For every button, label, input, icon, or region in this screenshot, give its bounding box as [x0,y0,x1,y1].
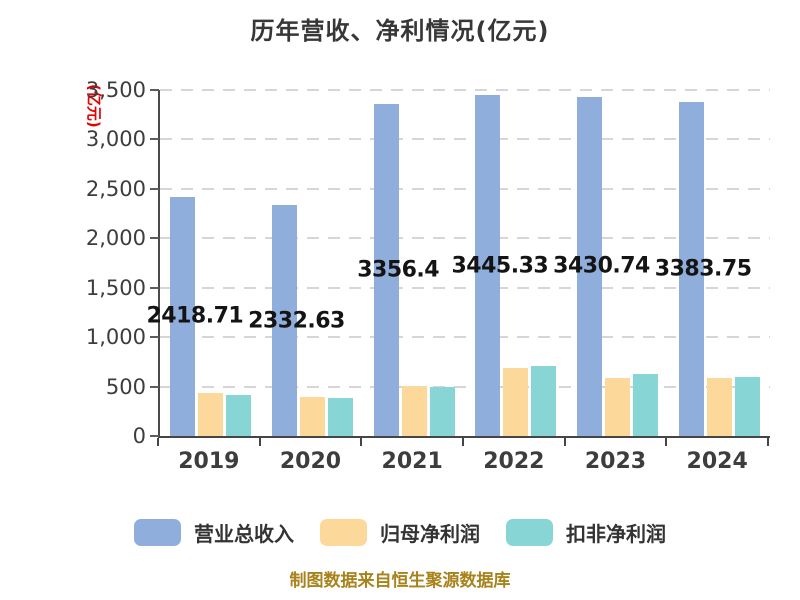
y-axis-tick [150,336,159,339]
y-axis-tick [150,187,159,190]
bar-归母净利润 [503,367,529,436]
bar-value-label: 3383.75 [654,256,752,282]
bar-营业总收入 [170,196,196,436]
bar-扣非净利润 [734,376,760,436]
bar-扣非净利润 [327,397,353,436]
x-axis-label: 2024 [686,449,748,474]
x-axis-tick [157,438,159,446]
gridline [160,89,770,91]
y-axis-tick [150,286,159,289]
gridline [160,385,770,388]
bar-扣非净利润 [429,386,455,436]
bar-归母净利润 [401,386,427,436]
bar-value-label: 3430.74 [553,253,650,279]
y-axis-tick-label: 1,500 [85,275,146,300]
bar-归母净利润 [198,393,224,436]
y-axis-tick [150,237,159,240]
x-axis-tick [665,438,668,446]
bar-营业总收入 [475,95,501,436]
bar-扣非净利润 [531,366,557,436]
bar-value-label: 2418.71 [146,303,244,329]
y-axis-tick-label: 1,000 [85,325,146,350]
legend-swatch [134,519,181,546]
plot-area [158,89,770,438]
legend-swatch [320,519,367,546]
y-axis-tick-label: 0 [132,424,146,448]
bar-归母净利润 [706,378,732,436]
legend-label: 归母净利润 [380,522,480,546]
bar-group-2019 [160,90,262,436]
bar-value-label: 3445.33 [451,253,549,279]
legend-item-归母净利润: 归母净利润 [320,518,480,547]
gridline [160,286,770,289]
y-axis-tick-label: 500 [105,374,146,399]
y-axis-tick-label: 3,500 [85,78,146,102]
bar-营业总收入 [576,96,602,436]
bar-营业总收入 [271,205,297,436]
y-axis-tick-label: 2,000 [85,226,146,251]
x-axis-label: 2019 [178,449,240,474]
bar-归母净利润 [299,397,325,436]
legend-item-扣非净利润: 扣非净利润 [506,518,666,547]
y-axis-tick [150,89,159,91]
chart-title: 历年营收、净利情况(亿元) [250,17,550,45]
x-axis-tick [563,438,566,446]
bar-value-label: 2332.63 [248,308,345,334]
y-axis-tick [150,435,159,437]
x-axis-label: 2021 [381,449,443,474]
legend-item-营业总收入: 营业总收入 [134,518,294,547]
bar-value-label: 3356.4 [357,257,440,283]
bar-归母净利润 [604,377,630,436]
gridline [160,187,770,190]
bar-group-2023 [567,90,669,436]
bar-group-2021 [363,90,465,436]
legend: 营业总收入 归母净利润 扣非净利润 [0,518,800,547]
y-axis-tick-label: 3,000 [85,127,146,152]
y-axis-tick-label: 2,500 [85,176,146,201]
bar-扣非净利润 [226,394,252,436]
gridline [160,237,770,240]
data-source-note: 制图数据来自恒生聚源数据库 [289,571,511,591]
x-axis-tick [767,438,769,446]
y-axis-tick [150,138,159,141]
bar-group-2024 [668,90,770,436]
x-axis-tick [258,438,261,446]
bar-group-2022 [465,90,567,436]
legend-swatch [506,519,553,546]
legend-label: 营业总收入 [194,522,294,546]
x-axis-tick [462,438,464,446]
gridline [160,336,770,339]
legend-label: 扣非净利润 [566,522,666,546]
bar-营业总收入 [678,101,704,436]
bar-扣非净利润 [632,374,658,436]
gridline [160,138,770,141]
bar-group-2020 [262,90,364,436]
x-axis-tick [360,438,363,446]
x-axis-label: 2022 [483,449,545,474]
bar-营业总收入 [373,104,399,436]
y-axis-tick [150,385,159,388]
x-axis-label: 2023 [584,449,647,474]
x-axis-label: 2020 [279,449,342,474]
